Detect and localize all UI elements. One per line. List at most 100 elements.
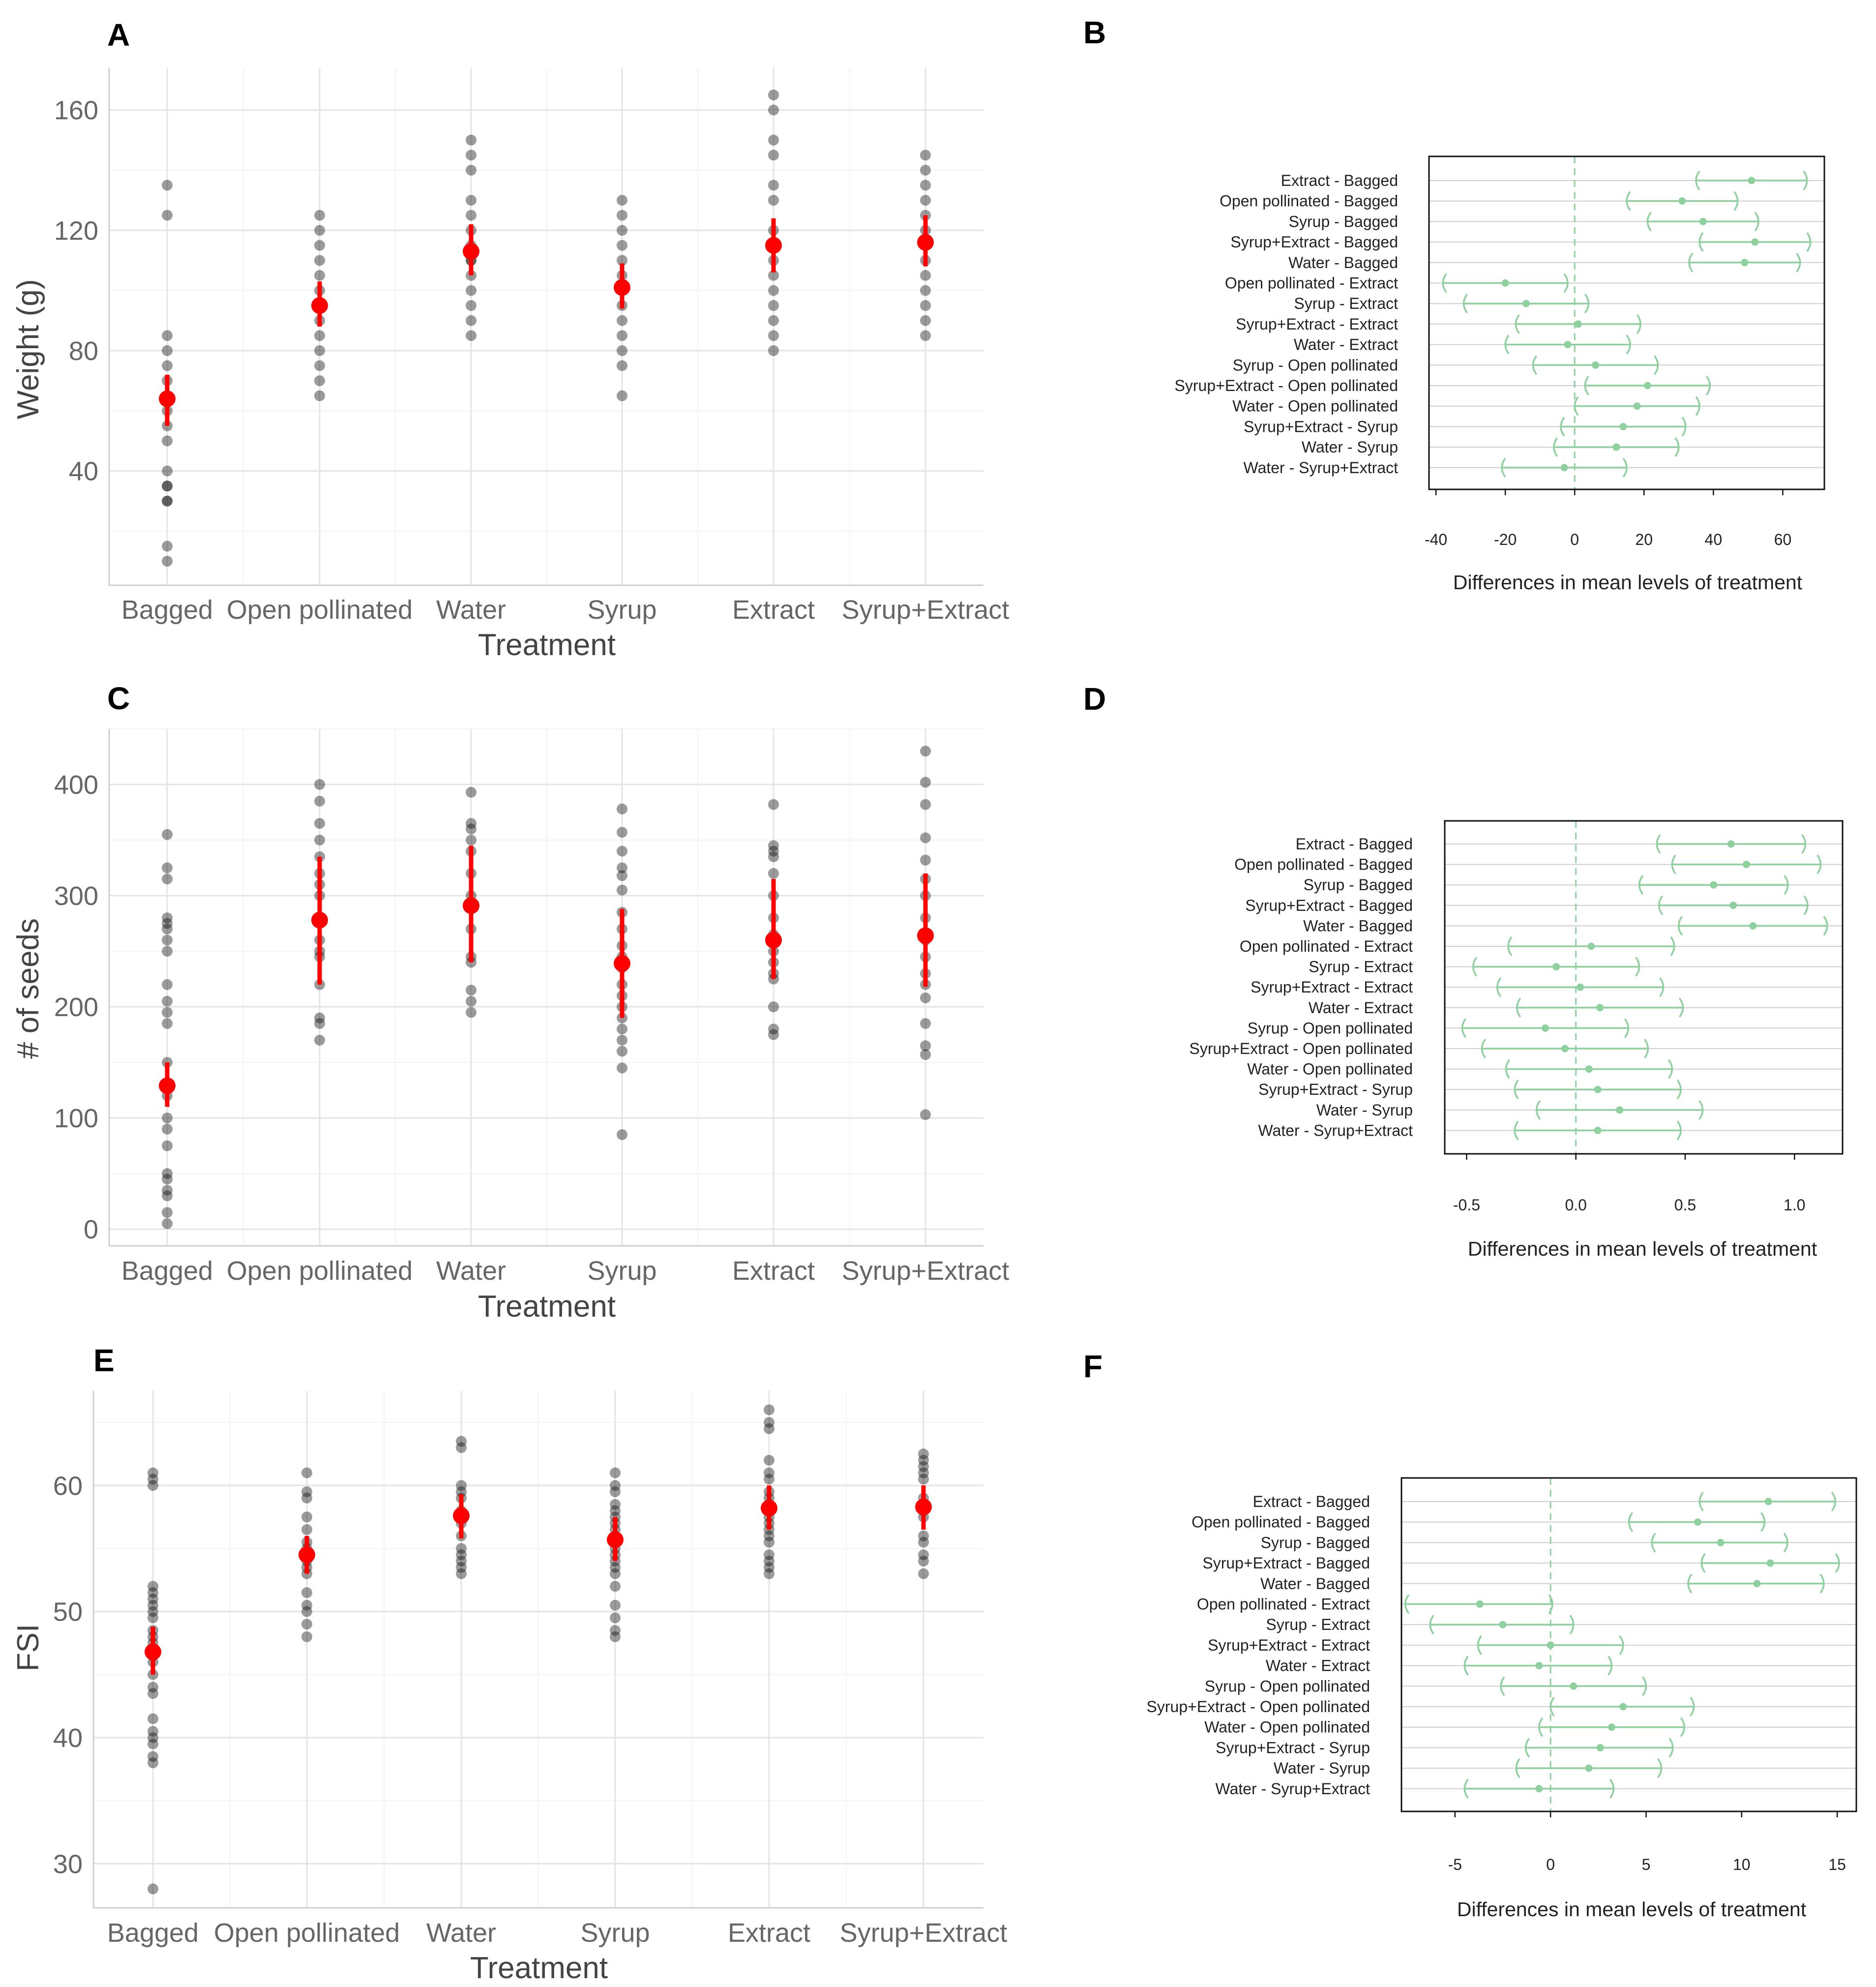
comparison-label: Water - Open pollinated xyxy=(1247,1060,1413,1078)
data-point xyxy=(466,786,476,798)
data-point xyxy=(768,799,779,810)
interval-lower-bracket xyxy=(1646,211,1652,232)
comparison-label: Open pollinated - Extract xyxy=(1197,1596,1370,1613)
data-point xyxy=(466,285,476,296)
fsi-dot-plot: 30 40 50 60 Bagged Open pollinated Water Syrup E… xyxy=(53,1391,1007,1948)
estimate-point xyxy=(1552,963,1560,971)
x-category-label: Water xyxy=(436,595,506,625)
interval-lower-bracket xyxy=(1461,1018,1467,1038)
data-point xyxy=(301,1587,312,1598)
interval-upper-bracket xyxy=(1622,457,1628,478)
data-point xyxy=(617,1046,627,1057)
comparison-label: Open pollinated - Bagged xyxy=(1191,1513,1370,1531)
data-point xyxy=(610,1568,621,1579)
data-point xyxy=(920,300,931,311)
data-point xyxy=(456,1568,467,1579)
data-point xyxy=(162,556,173,567)
data-point xyxy=(768,868,779,879)
interval-lower-bracket xyxy=(1515,314,1520,334)
panel-letter-e: E xyxy=(93,1343,115,1378)
data-point xyxy=(466,823,476,835)
comparison-label: Syrup - Open pollinated xyxy=(1248,1019,1413,1037)
estimate-point xyxy=(1766,1559,1774,1567)
data-point xyxy=(301,1467,312,1478)
data-point xyxy=(610,1581,621,1592)
mean-point xyxy=(765,237,782,254)
interval-lower-bracket xyxy=(1463,1656,1469,1676)
interval-lower-bracket xyxy=(1538,1717,1544,1737)
interval-upper-bracket xyxy=(1823,916,1828,936)
data-point xyxy=(162,1007,173,1018)
x-category-label: Syrup+Extract xyxy=(842,595,1010,625)
interval-upper-bracket xyxy=(1796,252,1801,272)
estimate-point xyxy=(1751,238,1759,246)
comparison-label: Syrup+Extract - Open pollinated xyxy=(1175,377,1398,394)
data-point xyxy=(148,1751,158,1762)
mean-point xyxy=(311,297,328,314)
data-point xyxy=(610,1505,621,1516)
estimate-point xyxy=(1749,922,1757,930)
x-tick-label: -0.5 xyxy=(1453,1196,1480,1214)
estimate-point xyxy=(1476,1600,1484,1608)
data-point xyxy=(466,164,476,176)
data-point xyxy=(162,1184,173,1196)
estimate-point xyxy=(1710,881,1718,889)
interval-lower-bracket xyxy=(1549,1696,1555,1717)
data-point xyxy=(617,330,627,341)
mean-point xyxy=(453,1507,470,1524)
data-point xyxy=(162,923,173,934)
data-point xyxy=(768,851,779,862)
x-tick-label: -5 xyxy=(1448,1856,1462,1873)
data-point xyxy=(768,104,779,116)
data-point xyxy=(162,862,173,873)
data-point xyxy=(920,195,931,206)
interval-lower-bracket xyxy=(1505,1059,1510,1079)
data-point xyxy=(314,390,325,401)
data-point xyxy=(162,1123,173,1135)
interval-upper-bracket xyxy=(1760,1512,1766,1532)
interval-upper-bracket xyxy=(1831,1491,1836,1512)
data-point xyxy=(162,541,173,552)
comparison-label: Open pollinated - Bagged xyxy=(1220,192,1398,210)
interval-upper-bracket xyxy=(1695,396,1700,416)
x-category-label: Water xyxy=(436,1256,506,1286)
estimate-point xyxy=(1594,1085,1602,1093)
data-point xyxy=(314,240,325,251)
mean-point xyxy=(917,927,934,944)
data-point xyxy=(768,845,779,857)
data-point xyxy=(148,1688,158,1699)
data-point xyxy=(148,1581,158,1592)
data-point xyxy=(764,1530,774,1541)
estimate-point xyxy=(1619,422,1627,430)
estimate-point xyxy=(1587,942,1595,950)
data-point xyxy=(314,225,325,236)
data-point xyxy=(162,946,173,957)
x-category-label: Extract xyxy=(732,1256,815,1286)
comparison-label: Water - Syrup xyxy=(1302,438,1398,456)
data-point xyxy=(617,1034,627,1046)
data-point xyxy=(148,1467,158,1478)
interval-upper-bracket xyxy=(1643,1038,1649,1059)
interval-upper-bracket xyxy=(1680,1717,1685,1737)
data-point xyxy=(162,1140,173,1151)
data-point xyxy=(314,1018,325,1029)
estimate-point xyxy=(1592,361,1600,369)
data-point xyxy=(162,1190,173,1202)
data-point xyxy=(918,1556,929,1567)
x-axis-title: Differences in mean levels of treatment xyxy=(1468,1237,1817,1260)
x-category-label: Syrup xyxy=(580,1918,650,1948)
estimate-point xyxy=(1616,1106,1624,1114)
interval-upper-bracket xyxy=(1635,957,1640,977)
data-point xyxy=(768,1024,779,1035)
data-point xyxy=(617,870,627,881)
data-point xyxy=(301,1619,312,1630)
mean-point xyxy=(761,1500,777,1517)
data-point xyxy=(314,779,325,790)
data-point xyxy=(920,315,931,326)
comparison-label: Syrup+Extract - Extract xyxy=(1208,1636,1370,1654)
comparison-label: Syrup+Extract - Bagged xyxy=(1230,233,1398,251)
estimate-point xyxy=(1594,1126,1602,1134)
interval-upper-bracket xyxy=(1619,1635,1624,1655)
data-point xyxy=(768,330,779,341)
data-point xyxy=(918,1530,929,1541)
